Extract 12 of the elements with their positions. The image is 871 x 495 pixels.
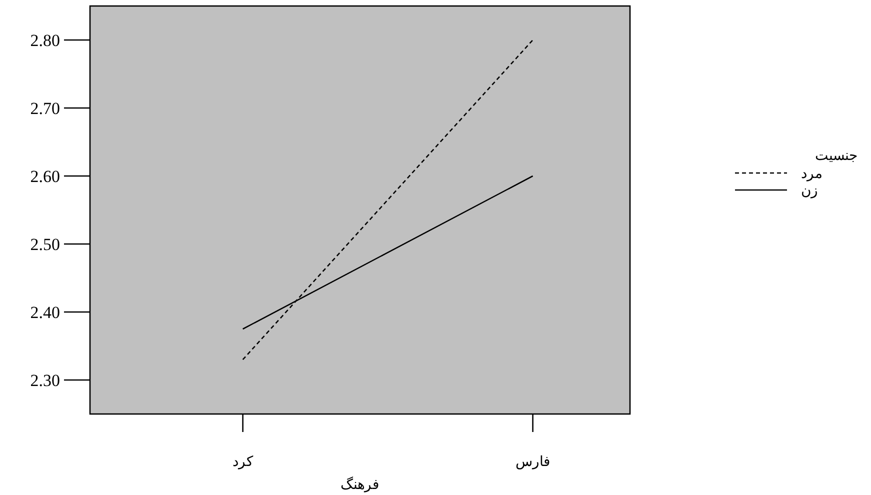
y-tick-label: 2.30 xyxy=(30,371,60,390)
legend-label: مرد xyxy=(801,165,823,182)
x-tick-label: کرد xyxy=(232,453,254,470)
y-tick-label: 2.40 xyxy=(30,303,60,322)
legend-label: زن xyxy=(801,182,818,199)
legend-title: جنسیت xyxy=(815,147,858,163)
y-tick-label: 2.50 xyxy=(30,235,60,254)
y-tick-label: 2.80 xyxy=(30,31,60,50)
x-axis-title: فرهنگ xyxy=(340,476,380,493)
y-tick-label: 2.60 xyxy=(30,167,60,186)
y-tick-label: 2.70 xyxy=(30,99,60,118)
x-tick-label: فارس xyxy=(515,453,550,470)
